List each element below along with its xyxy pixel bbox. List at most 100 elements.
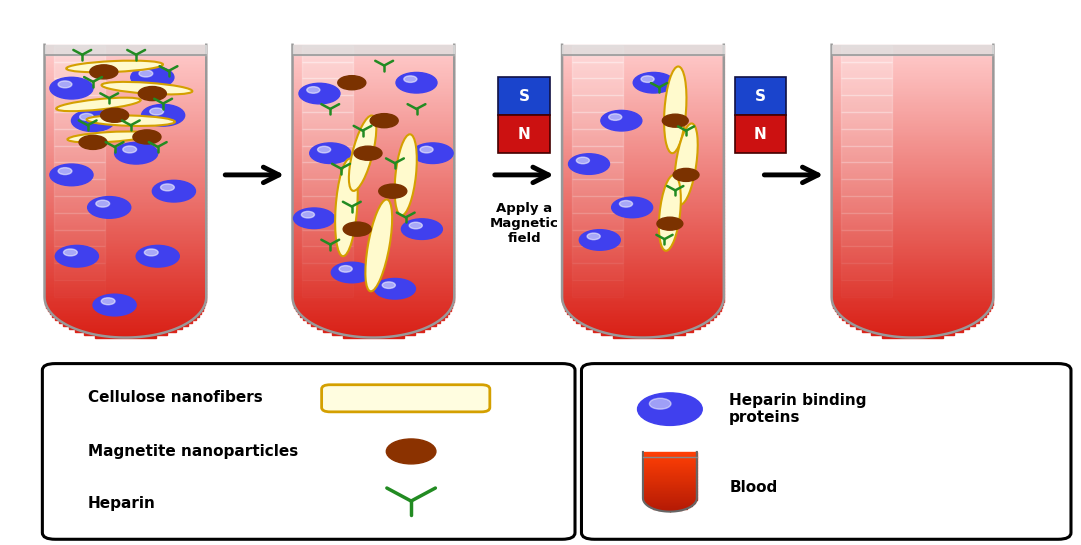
Polygon shape — [293, 80, 454, 83]
Polygon shape — [562, 171, 724, 174]
Circle shape — [337, 76, 365, 90]
Polygon shape — [643, 482, 697, 483]
Polygon shape — [572, 78, 623, 95]
Polygon shape — [562, 159, 724, 162]
Polygon shape — [846, 320, 979, 323]
Circle shape — [138, 87, 166, 101]
Polygon shape — [44, 147, 206, 150]
Polygon shape — [76, 329, 175, 332]
Polygon shape — [293, 74, 454, 77]
Polygon shape — [44, 294, 206, 296]
Circle shape — [410, 222, 423, 229]
Polygon shape — [44, 288, 206, 290]
Polygon shape — [293, 153, 454, 156]
Polygon shape — [44, 177, 206, 179]
Polygon shape — [293, 282, 454, 285]
Polygon shape — [44, 130, 206, 132]
Polygon shape — [645, 502, 694, 504]
Circle shape — [50, 164, 93, 186]
Text: Magnetite nanoparticles: Magnetite nanoparticles — [88, 444, 298, 459]
Polygon shape — [293, 235, 454, 238]
Polygon shape — [293, 217, 454, 220]
Polygon shape — [293, 294, 454, 296]
Polygon shape — [831, 159, 993, 162]
Polygon shape — [293, 136, 454, 138]
Polygon shape — [44, 68, 206, 71]
Polygon shape — [643, 500, 696, 501]
Polygon shape — [293, 130, 454, 132]
Polygon shape — [44, 191, 206, 194]
Polygon shape — [643, 461, 697, 462]
Polygon shape — [572, 196, 623, 213]
Circle shape — [299, 83, 339, 104]
Polygon shape — [831, 238, 993, 241]
Circle shape — [58, 168, 72, 174]
Polygon shape — [562, 162, 724, 165]
Polygon shape — [293, 179, 454, 183]
Polygon shape — [831, 235, 993, 238]
Polygon shape — [831, 250, 993, 253]
Text: N: N — [755, 127, 766, 142]
Polygon shape — [44, 144, 206, 147]
Polygon shape — [562, 300, 723, 302]
Polygon shape — [562, 267, 724, 270]
Polygon shape — [562, 106, 724, 109]
Polygon shape — [44, 156, 206, 159]
Polygon shape — [293, 150, 454, 153]
Polygon shape — [831, 223, 993, 226]
Polygon shape — [44, 226, 206, 229]
Polygon shape — [562, 147, 724, 150]
Polygon shape — [44, 48, 206, 51]
Polygon shape — [293, 223, 454, 226]
Polygon shape — [643, 489, 697, 490]
Polygon shape — [831, 83, 993, 86]
Polygon shape — [44, 290, 206, 294]
Polygon shape — [831, 147, 993, 150]
Polygon shape — [643, 468, 697, 470]
Polygon shape — [831, 132, 993, 136]
Polygon shape — [572, 162, 623, 179]
Polygon shape — [44, 94, 206, 98]
Polygon shape — [562, 74, 724, 77]
Polygon shape — [562, 59, 724, 62]
Polygon shape — [44, 194, 206, 197]
Polygon shape — [564, 305, 722, 308]
Polygon shape — [580, 323, 705, 326]
Polygon shape — [831, 92, 993, 94]
Polygon shape — [54, 146, 105, 162]
Polygon shape — [644, 501, 695, 502]
Polygon shape — [293, 121, 454, 124]
Polygon shape — [841, 196, 892, 213]
Polygon shape — [293, 211, 454, 215]
FancyBboxPatch shape — [735, 77, 786, 115]
Polygon shape — [44, 282, 206, 285]
Polygon shape — [44, 276, 206, 279]
Polygon shape — [562, 188, 724, 191]
Polygon shape — [303, 213, 353, 229]
Polygon shape — [44, 197, 206, 200]
Polygon shape — [572, 179, 623, 196]
Polygon shape — [44, 53, 206, 57]
Polygon shape — [293, 183, 454, 185]
Ellipse shape — [56, 98, 141, 111]
Polygon shape — [562, 232, 724, 235]
Polygon shape — [562, 288, 724, 290]
Polygon shape — [44, 121, 206, 124]
Polygon shape — [44, 127, 206, 130]
Circle shape — [96, 200, 109, 207]
Polygon shape — [837, 311, 988, 314]
Polygon shape — [44, 273, 206, 276]
Polygon shape — [293, 215, 454, 217]
Polygon shape — [643, 452, 697, 453]
Polygon shape — [293, 45, 454, 48]
Polygon shape — [841, 62, 892, 78]
Polygon shape — [293, 98, 454, 100]
FancyBboxPatch shape — [42, 364, 575, 539]
Polygon shape — [293, 159, 454, 162]
Polygon shape — [831, 179, 993, 183]
Polygon shape — [870, 332, 955, 335]
Circle shape — [131, 66, 174, 88]
Polygon shape — [572, 146, 623, 162]
Polygon shape — [44, 179, 206, 183]
Polygon shape — [44, 217, 206, 220]
